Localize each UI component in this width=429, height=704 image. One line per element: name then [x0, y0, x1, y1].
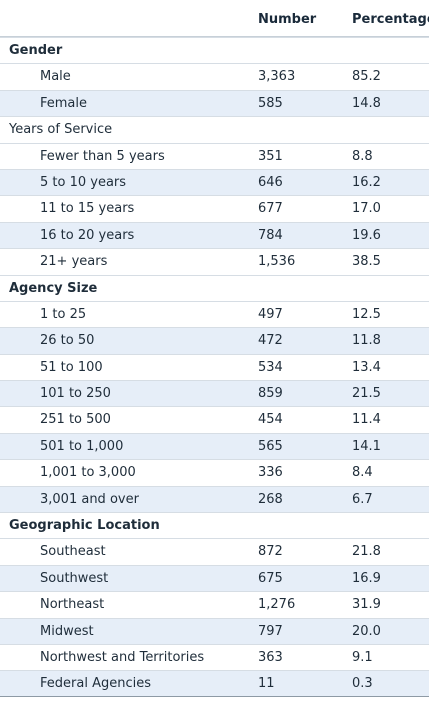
- row-label: 3,001 and over: [40, 491, 139, 507]
- number-cell: 675: [258, 570, 283, 586]
- number-cell: 3,363: [258, 69, 296, 85]
- number-cell: 1,276: [258, 597, 296, 613]
- number-cell: 585: [258, 95, 283, 111]
- number-cell: 472: [258, 333, 283, 349]
- percentage-cell: 16.9: [352, 570, 381, 586]
- row-label: 5 to 10 years: [40, 174, 127, 190]
- percentage-cell: 0.3: [352, 676, 373, 692]
- table-row: 501 to 1,000 565 14.1: [0, 432, 429, 460]
- percentage-cell: 17.0: [352, 201, 381, 217]
- section-header-row: Geographic Location: [0, 512, 429, 538]
- table-row: 21+ years 1,536 38.5: [0, 248, 429, 274]
- number-cell: 336: [258, 465, 283, 481]
- table-row: Southeast 872 21.8: [0, 538, 429, 564]
- number-cell: 797: [258, 623, 283, 639]
- row-label: 1 to 25: [40, 306, 87, 322]
- number-cell: 859: [258, 386, 283, 402]
- row-label: 21+ years: [40, 254, 108, 270]
- section-label: Agency Size: [9, 280, 98, 296]
- table-row: 3,001 and over 268 6.7: [0, 485, 429, 513]
- number-cell: 454: [258, 412, 283, 428]
- percentage-cell: 14.8: [352, 95, 381, 111]
- table-row: 51 to 100 534 13.4: [0, 353, 429, 380]
- percentage-cell: 11.8: [352, 333, 381, 349]
- number-cell: 677: [258, 201, 283, 217]
- table-row: Midwest 797 20.0: [0, 617, 429, 644]
- percentage-cell: 21.8: [352, 544, 381, 560]
- percentage-cell: 6.7: [352, 491, 373, 507]
- row-label: 11 to 15 years: [40, 201, 135, 217]
- row-label: 101 to 250: [40, 386, 111, 402]
- section-label: Years of Service: [9, 122, 113, 138]
- number-cell: 497: [258, 306, 283, 322]
- table-row: Federal Agencies 11 0.3: [0, 670, 429, 697]
- percentage-cell: 11.4: [352, 412, 381, 428]
- table-row: Female 585 14.8: [0, 89, 429, 117]
- row-label: Southwest: [40, 570, 109, 586]
- number-cell: 363: [258, 649, 283, 665]
- row-label: Male: [40, 69, 71, 85]
- row-label: Federal Agencies: [40, 676, 151, 692]
- number-cell: 11: [258, 676, 275, 692]
- percentage-cell: 19.6: [352, 227, 381, 243]
- row-label: Southeast: [40, 544, 106, 560]
- percentage-cell: 8.4: [352, 465, 373, 481]
- percentage-cell: 20.0: [352, 623, 381, 639]
- table-row: Southwest 675 16.9: [0, 564, 429, 592]
- percentage-cell: 14.1: [352, 438, 381, 454]
- number-cell: 872: [258, 544, 283, 560]
- table-row: 26 to 50 472 11.8: [0, 327, 429, 354]
- row-label: 16 to 20 years: [40, 227, 135, 243]
- table-row: Northeast 1,276 31.9: [0, 591, 429, 617]
- row-label: Northeast: [40, 597, 105, 613]
- number-cell: 268: [258, 491, 283, 507]
- column-header-percentage: Percentage: [352, 12, 429, 27]
- row-label: 1,001 to 3,000: [40, 465, 136, 481]
- percentage-cell: 9.1: [352, 649, 373, 665]
- row-label: 26 to 50: [40, 333, 95, 349]
- table-row: Fewer than 5 years 351 8.8: [0, 142, 429, 169]
- column-header-number: Number: [258, 12, 317, 27]
- percentage-cell: 85.2: [352, 69, 381, 85]
- table-header: Number Percentage: [0, 0, 429, 37]
- percentage-cell: 31.9: [352, 597, 381, 613]
- number-cell: 1,536: [258, 254, 296, 270]
- percentage-cell: 21.5: [352, 386, 381, 402]
- row-label: Fewer than 5 years: [40, 148, 165, 164]
- percentage-cell: 13.4: [352, 359, 381, 375]
- table-row: 1 to 25 497 12.5: [0, 300, 429, 327]
- table-row: Male 3,363 85.2: [0, 63, 429, 89]
- section-label: Geographic Location: [9, 518, 160, 534]
- percentage-cell: 16.2: [352, 174, 381, 190]
- row-label: Northwest and Territories: [40, 649, 205, 665]
- table-row: 5 to 10 years 646 16.2: [0, 168, 429, 196]
- table-row: 101 to 250 859 21.5: [0, 380, 429, 407]
- table-row: 16 to 20 years 784 19.6: [0, 221, 429, 249]
- row-label: Midwest: [40, 623, 94, 639]
- number-cell: 534: [258, 359, 283, 375]
- row-label: 251 to 500: [40, 412, 111, 428]
- table-row: 11 to 15 years 677 17.0: [0, 195, 429, 221]
- percentage-cell: 8.8: [352, 148, 373, 164]
- section-header-row: Gender: [0, 37, 429, 63]
- section-header-row: Agency Size: [0, 274, 429, 301]
- table-row: Northwest and Territories 363 9.1: [0, 643, 429, 670]
- percentage-cell: 12.5: [352, 306, 381, 322]
- row-label: Female: [40, 95, 88, 111]
- table-row: 1,001 to 3,000 336 8.4: [0, 459, 429, 485]
- number-cell: 784: [258, 227, 283, 243]
- number-cell: 351: [258, 148, 283, 164]
- row-label: 51 to 100: [40, 359, 103, 375]
- table-body: Gender Male 3,363 85.2 Female 585 14.8 Years of…: [0, 37, 429, 697]
- section-header-row: Years of Service: [0, 116, 429, 142]
- section-label: Gender: [9, 43, 63, 58]
- table-row: 251 to 500 454 11.4: [0, 406, 429, 432]
- percentage-cell: 38.5: [352, 254, 381, 270]
- number-cell: 565: [258, 438, 283, 454]
- number-cell: 646: [258, 174, 283, 190]
- row-label: 501 to 1,000: [40, 438, 124, 454]
